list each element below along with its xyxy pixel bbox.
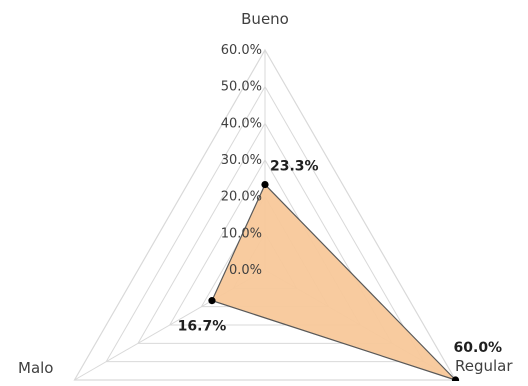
tick-label: 20.0% [221,190,262,205]
data-label: 23.3% [270,159,319,175]
tick-label: 60.0% [221,43,262,58]
data-label: 60.0% [454,340,503,356]
axis-label: Malo [18,359,53,377]
data-point [208,297,216,305]
tick-label: 0.0% [229,263,262,278]
tick-label: 40.0% [221,116,262,131]
grid-ring [105,85,425,363]
axis-label: Regular [455,357,513,375]
series-area [211,183,456,381]
tick-label: 30.0% [221,153,262,168]
grid-ring [137,122,393,344]
grid-ring [73,48,457,381]
data-label: 16.7% [178,319,227,335]
axis-label: Bueno [241,10,289,28]
data-point [261,180,269,189]
tick-label: 10.0% [221,226,262,241]
tick-label: 50.0% [221,80,262,95]
